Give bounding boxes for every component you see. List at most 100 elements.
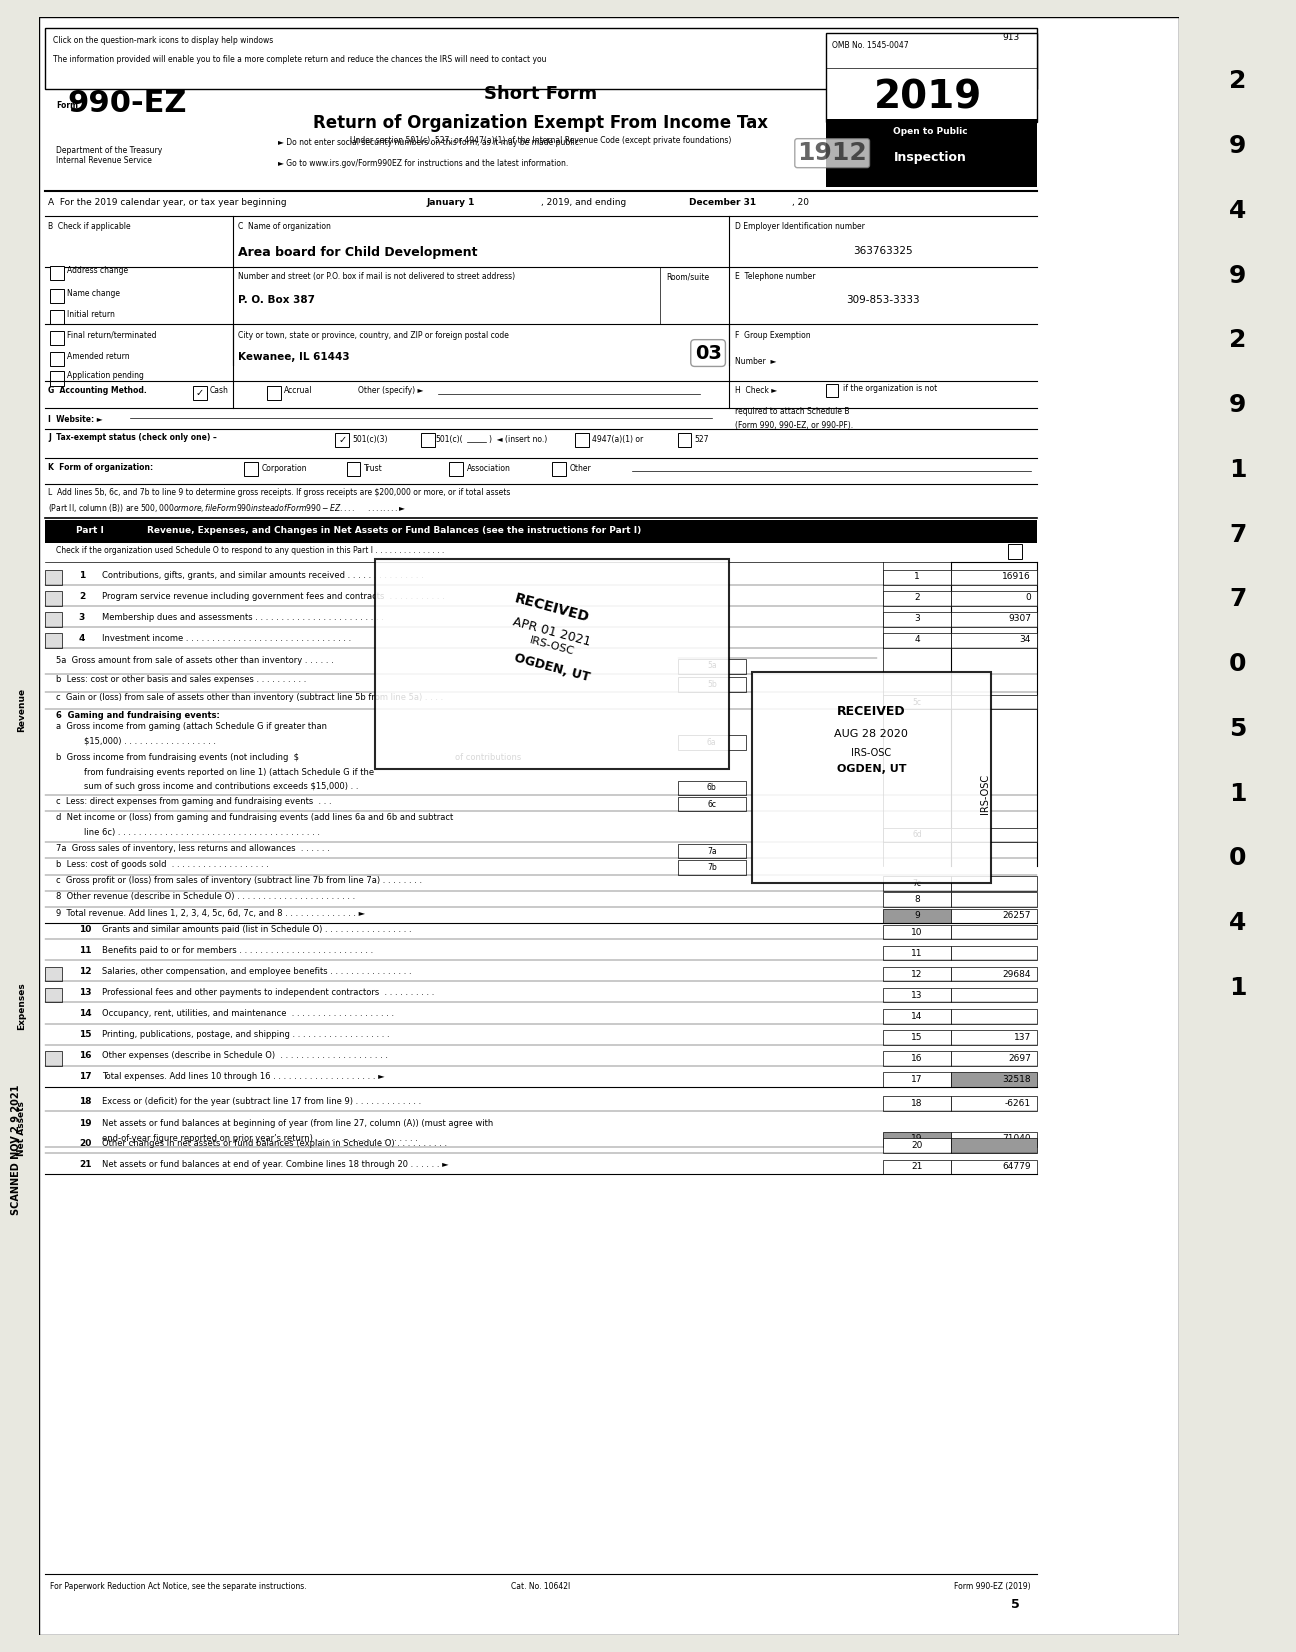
Bar <box>883 1009 951 1024</box>
Text: Open to Public: Open to Public <box>893 127 968 135</box>
Bar <box>678 796 746 811</box>
Bar <box>951 1072 1037 1087</box>
Text: IRS-OSC: IRS-OSC <box>529 634 575 656</box>
Text: Click on the question-mark icons to display help windows: Click on the question-mark icons to disp… <box>53 36 273 45</box>
Bar <box>883 966 951 981</box>
Bar <box>826 33 1037 122</box>
Bar <box>450 461 463 476</box>
Text: 16: 16 <box>911 1054 923 1062</box>
Text: 17: 17 <box>79 1072 92 1082</box>
Text: 21: 21 <box>79 1160 91 1170</box>
Text: Trust: Trust <box>364 464 382 472</box>
Text: Revenue, Expenses, and Changes in Net Assets or Fund Balances (see the instructi: Revenue, Expenses, and Changes in Net As… <box>148 525 642 535</box>
Text: ✓: ✓ <box>196 388 203 398</box>
Text: from fundraising events reported on line 1) (attach Schedule G if the: from fundraising events reported on line… <box>84 768 375 776</box>
Bar <box>421 433 434 448</box>
Bar <box>883 1097 951 1110</box>
Bar <box>44 520 136 542</box>
Text: 2: 2 <box>914 593 920 603</box>
Text: 11: 11 <box>79 947 91 955</box>
Bar <box>193 385 206 400</box>
Text: Inspection: Inspection <box>894 150 967 164</box>
Text: 8: 8 <box>914 895 920 904</box>
Text: 7b: 7b <box>706 862 717 872</box>
Text: 5a: 5a <box>706 661 717 671</box>
Text: Corporation: Corporation <box>262 464 307 472</box>
Bar <box>575 433 588 448</box>
Text: 16916: 16916 <box>1002 572 1032 582</box>
Text: Investment income . . . . . . . . . . . . . . . . . . . . . . . . . . . . . . . : Investment income . . . . . . . . . . . … <box>101 634 351 643</box>
Text: Benefits paid to or for members . . . . . . . . . . . . . . . . . . . . . . . . : Benefits paid to or for members . . . . … <box>101 947 373 955</box>
Text: Area board for Child Development: Area board for Child Development <box>238 246 478 259</box>
Bar <box>44 633 62 648</box>
Text: Application pending: Application pending <box>67 372 144 380</box>
Text: Kewanee, IL 61443: Kewanee, IL 61443 <box>238 352 350 362</box>
Bar <box>678 844 746 859</box>
Bar <box>44 591 62 606</box>
Text: 4: 4 <box>79 634 86 643</box>
Text: 7: 7 <box>1229 522 1247 547</box>
Text: 9307: 9307 <box>1008 615 1032 623</box>
Text: 19: 19 <box>79 1118 92 1128</box>
Text: January 1: January 1 <box>426 198 476 206</box>
Bar <box>678 677 746 692</box>
Text: Contributions, gifts, grants, and similar amounts received . . . . . . . . . . .: Contributions, gifts, grants, and simila… <box>101 570 424 580</box>
Bar <box>951 1097 1037 1110</box>
Text: Cat. No. 10642I: Cat. No. 10642I <box>511 1583 570 1591</box>
Text: Program service revenue including government fees and contracts  . . . . . . . .: Program service revenue including govern… <box>101 591 445 601</box>
Text: 913: 913 <box>1002 33 1020 41</box>
Text: 5: 5 <box>1229 717 1247 740</box>
Text: 2: 2 <box>79 591 86 601</box>
Text: 16: 16 <box>79 1051 91 1061</box>
Text: 10: 10 <box>911 927 923 937</box>
Text: IRS-OSC: IRS-OSC <box>981 773 990 814</box>
Text: 32518: 32518 <box>1003 1075 1032 1084</box>
Text: Revenue: Revenue <box>17 689 26 732</box>
Text: Printing, publications, postage, and shipping . . . . . . . . . . . . . . . . . : Printing, publications, postage, and shi… <box>101 1031 389 1039</box>
Text: 18: 18 <box>79 1097 91 1105</box>
Bar <box>951 1132 1037 1146</box>
Bar <box>244 461 258 476</box>
Bar <box>552 461 566 476</box>
Text: 2697: 2697 <box>1008 1054 1032 1062</box>
Text: , 2019, and ending: , 2019, and ending <box>540 198 626 206</box>
Text: Amended return: Amended return <box>67 352 130 362</box>
Bar <box>883 1138 951 1153</box>
Text: 1912: 1912 <box>797 140 867 165</box>
Bar <box>44 570 62 585</box>
Bar <box>826 119 1037 187</box>
Text: Cash: Cash <box>210 387 229 395</box>
Bar <box>951 1051 1037 1066</box>
Text: D Employer Identification number: D Employer Identification number <box>735 221 864 231</box>
Bar <box>267 385 281 400</box>
Text: OGDEN, UT: OGDEN, UT <box>837 765 906 775</box>
Bar <box>51 266 64 281</box>
Text: 12: 12 <box>911 970 923 978</box>
Text: Number  ►: Number ► <box>735 357 776 365</box>
Text: 17: 17 <box>911 1075 923 1084</box>
Text: 1: 1 <box>1229 458 1247 482</box>
Text: (Form 990, 990-EZ, or 990-PF).: (Form 990, 990-EZ, or 990-PF). <box>735 421 853 430</box>
Text: 15: 15 <box>911 1032 923 1042</box>
Text: 6d: 6d <box>912 831 921 839</box>
FancyBboxPatch shape <box>752 672 991 882</box>
Bar <box>883 1051 951 1066</box>
Text: RECEIVED: RECEIVED <box>837 704 906 717</box>
Text: 03: 03 <box>695 344 722 362</box>
Bar <box>951 1009 1037 1024</box>
Bar <box>883 988 951 1003</box>
Text: if the organization is not: if the organization is not <box>842 385 937 393</box>
Text: end-of-year figure reported on prior year’s return) . . . . . . . . . . . . . . : end-of-year figure reported on prior yea… <box>101 1133 417 1143</box>
Bar <box>951 966 1037 981</box>
Bar <box>44 613 62 626</box>
Text: 34: 34 <box>1020 636 1032 644</box>
Text: 6a: 6a <box>706 738 717 747</box>
Text: I  Website: ►: I Website: ► <box>48 415 102 425</box>
Text: Short Form: Short Form <box>485 84 597 102</box>
Text: 9: 9 <box>1229 264 1247 287</box>
Text: 5c: 5c <box>912 697 921 707</box>
Text: c  Less: direct expenses from gaming and fundraising events  . . .: c Less: direct expenses from gaming and … <box>56 796 332 806</box>
Text: 19: 19 <box>911 1133 923 1143</box>
Text: 13: 13 <box>79 988 91 998</box>
Text: Net assets or fund balances at end of year. Combine lines 18 through 20 . . . . : Net assets or fund balances at end of ye… <box>101 1160 448 1170</box>
